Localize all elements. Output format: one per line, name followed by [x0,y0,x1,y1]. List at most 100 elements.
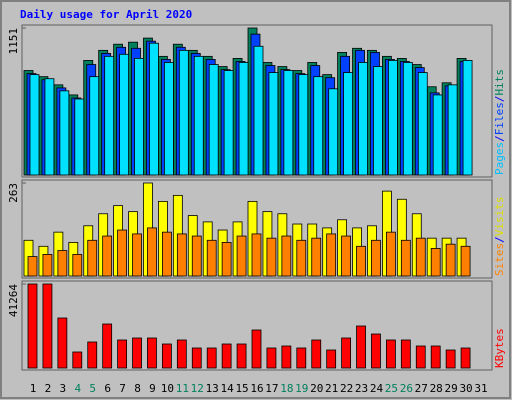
bar [27,256,38,277]
bar [119,53,129,176]
y-axis-label-part: Visits [493,197,506,237]
bar [161,343,172,369]
bar [236,235,247,277]
x-tick-label: 20 [310,382,323,395]
x-tick-label: 6 [104,382,111,395]
x-tick-label: 1 [30,382,37,395]
bar [283,70,294,176]
x-tick-label: 19 [295,382,308,395]
bar [415,345,426,369]
bar [296,347,307,369]
bar [42,254,53,277]
bar [326,349,337,369]
chart-title: Daily usage for April 2020 [20,8,192,21]
x-tick-label: 5 [89,382,96,395]
x-tick-label: 4 [74,382,81,395]
x-tick-label: 18 [280,382,293,395]
x-tick-label: 12 [191,382,204,395]
x-tick-label: 28 [430,382,443,395]
bar [343,72,354,176]
bar [59,90,70,176]
x-tick-label: 14 [221,382,235,395]
bar [132,233,142,277]
bar [445,243,456,277]
bar [460,245,471,277]
bar [281,235,292,277]
x-tick-label: 27 [415,382,428,395]
bar [72,351,83,369]
y-axis-label-part: KBytes [493,328,506,368]
bar [117,229,127,277]
bar [104,55,115,176]
x-tick-label: 30 [459,382,472,395]
y-axis-label-part: / [493,236,506,243]
bar [74,98,85,176]
x-tick-label: 16 [250,382,263,395]
bar [221,242,232,277]
bar [430,345,441,369]
bar [430,248,441,277]
bar [311,339,322,369]
y-axis-label-part: Sites [493,243,506,276]
bar [358,62,368,176]
y-axis-label: KBytes [493,328,506,368]
x-tick-label: 24 [370,382,384,395]
bar [385,231,396,277]
bar [87,239,98,277]
x-tick-label: 29 [445,382,458,395]
x-tick-label: 15 [235,382,248,395]
x-tick-label: 17 [265,382,278,395]
x-tick-label: 3 [60,382,67,395]
bar [193,55,204,176]
bar [402,62,413,176]
bar [296,239,307,277]
bar [266,237,277,277]
bar [432,94,443,176]
bar [72,254,83,277]
bar [313,76,324,176]
y-axis-label-part: Pages [493,142,506,175]
x-tick-label: 21 [325,382,338,395]
bar [326,233,337,277]
bar [44,78,55,176]
bar [206,239,217,277]
bar [132,337,142,369]
bar [206,347,217,369]
y-tick-label: 1151 [7,28,20,55]
bar [57,250,68,277]
bar [161,231,172,277]
bar [298,74,309,176]
bar [102,235,113,277]
y-tick-label: 263 [7,183,20,203]
bar [176,233,187,277]
bar [371,239,381,277]
bar [445,349,456,369]
bar [311,237,322,277]
y-axis-label: Sites/Visits [493,197,506,277]
y-axis-label-part: Files [493,102,506,135]
bar [238,62,249,176]
x-tick-label: 13 [206,382,219,395]
x-tick-label: 22 [340,382,353,395]
bar [236,343,247,369]
bar [89,76,100,176]
y-axis-label: Pages/Files/Hits [493,69,506,175]
x-tick-label: 9 [149,382,156,395]
bar [176,339,187,369]
y-axis-label-part: / [493,135,506,142]
x-tick-label: 7 [119,382,126,395]
y-tick-label: 41264 [7,284,20,317]
bar [191,235,202,277]
bar [341,337,352,369]
bar [57,317,68,369]
bar [208,64,219,176]
bar [447,84,458,176]
bar [253,45,264,176]
x-tick-label: 8 [134,382,141,395]
bar [400,339,411,369]
bar [221,343,232,369]
y-axis-label-part: / [493,96,506,103]
bar [400,239,411,277]
